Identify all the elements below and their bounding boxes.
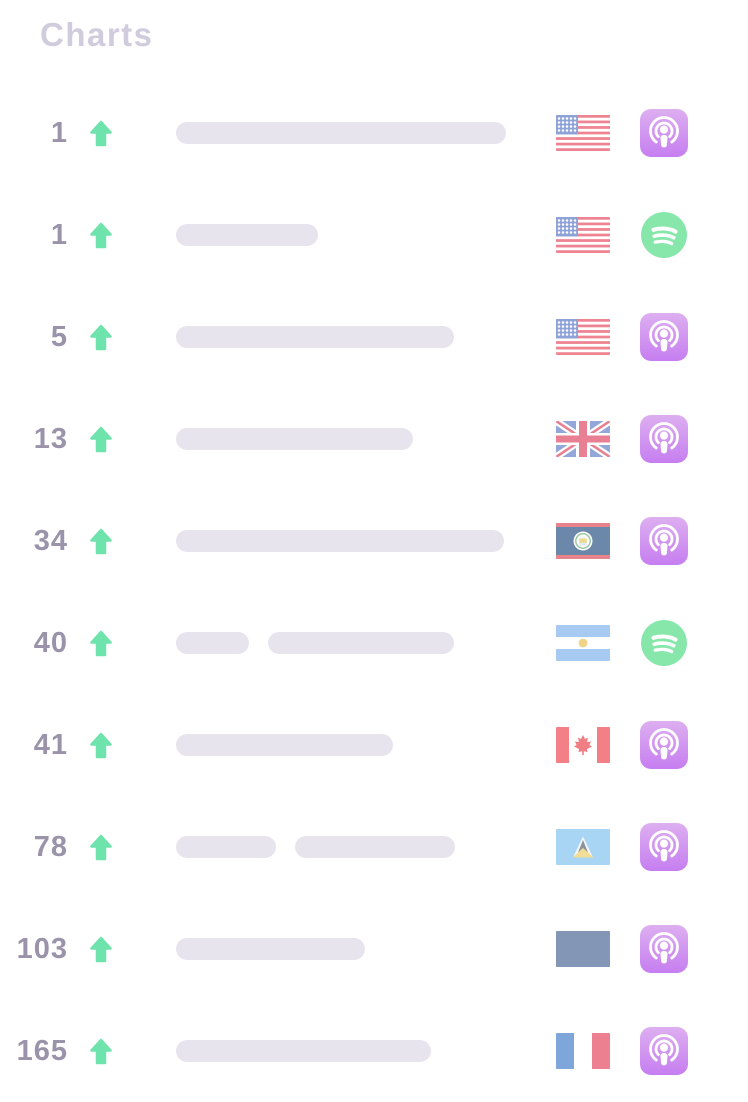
rank-up-arrow-icon — [89, 528, 113, 555]
united-states-flag-icon — [556, 115, 610, 151]
chart-row[interactable]: 41 — [0, 694, 748, 796]
apple-podcasts-icon — [640, 1027, 688, 1075]
chart-row[interactable]: 5 — [0, 286, 748, 388]
apple-podcasts-icon — [640, 721, 688, 769]
rank-up-arrow-icon — [89, 324, 113, 351]
placeholder-bar — [176, 326, 454, 348]
placeholder-bar — [176, 1040, 431, 1062]
rank-value: 1 — [50, 116, 68, 149]
title-placeholder-bars — [176, 1040, 431, 1062]
saint-lucia-flag-icon — [556, 829, 610, 865]
rank-value: 78 — [33, 830, 68, 863]
placeholder-bar — [176, 632, 249, 654]
charts-list: 1 1 5 — [0, 82, 748, 1102]
page-title: Charts — [40, 16, 154, 53]
chart-row[interactable]: 103 — [0, 898, 748, 1000]
rank-value: 41 — [33, 728, 68, 761]
rank-value: 34 — [33, 524, 68, 557]
unknown-flag-icon — [556, 931, 610, 967]
placeholder-bar — [295, 836, 455, 858]
apple-podcasts-icon — [640, 517, 688, 565]
placeholder-bar — [176, 836, 276, 858]
rank-value: 1 — [50, 218, 68, 251]
placeholder-bar — [176, 734, 393, 756]
rank-value: 103 — [16, 932, 68, 965]
rank-up-arrow-icon — [89, 120, 113, 147]
chart-row[interactable]: 1 — [0, 184, 748, 286]
title-placeholder-bars — [176, 836, 455, 858]
rank-value: 40 — [33, 626, 68, 659]
placeholder-bar — [176, 428, 413, 450]
rank-up-arrow-icon — [89, 936, 113, 963]
united-states-flag-icon — [556, 319, 610, 355]
placeholder-bar — [176, 530, 504, 552]
title-placeholder-bars — [176, 530, 504, 552]
rank-up-arrow-icon — [89, 1038, 113, 1065]
belize-flag-icon — [556, 523, 610, 559]
rank-value: 5 — [50, 320, 68, 353]
united-kingdom-flag-icon — [556, 421, 610, 457]
rank-value: 165 — [16, 1034, 68, 1067]
apple-podcasts-icon — [640, 823, 688, 871]
rank-up-arrow-icon — [89, 222, 113, 249]
france-flag-icon — [556, 1033, 610, 1069]
placeholder-bar — [176, 938, 365, 960]
placeholder-bar — [268, 632, 454, 654]
canada-flag-icon — [556, 727, 610, 763]
title-placeholder-bars — [176, 428, 413, 450]
spotify-icon — [640, 619, 688, 667]
title-placeholder-bars — [176, 938, 365, 960]
placeholder-bar — [176, 122, 506, 144]
title-placeholder-bars — [176, 734, 393, 756]
chart-row[interactable]: 78 — [0, 796, 748, 898]
placeholder-bar — [176, 224, 318, 246]
apple-podcasts-icon — [640, 313, 688, 361]
apple-podcasts-icon — [640, 415, 688, 463]
argentina-flag-icon — [556, 625, 610, 661]
chart-row[interactable]: 165 — [0, 1000, 748, 1102]
rank-up-arrow-icon — [89, 630, 113, 657]
title-placeholder-bars — [176, 122, 506, 144]
chart-row[interactable]: 40 — [0, 592, 748, 694]
chart-row[interactable]: 13 — [0, 388, 748, 490]
rank-up-arrow-icon — [89, 426, 113, 453]
rank-value: 13 — [33, 422, 68, 455]
spotify-icon — [640, 211, 688, 259]
title-placeholder-bars — [176, 224, 318, 246]
rank-up-arrow-icon — [89, 834, 113, 861]
chart-row[interactable]: 1 — [0, 82, 748, 184]
apple-podcasts-icon — [640, 925, 688, 973]
apple-podcasts-icon — [640, 109, 688, 157]
chart-row[interactable]: 34 — [0, 490, 748, 592]
title-placeholder-bars — [176, 632, 454, 654]
title-placeholder-bars — [176, 326, 454, 348]
united-states-flag-icon — [556, 217, 610, 253]
rank-up-arrow-icon — [89, 732, 113, 759]
